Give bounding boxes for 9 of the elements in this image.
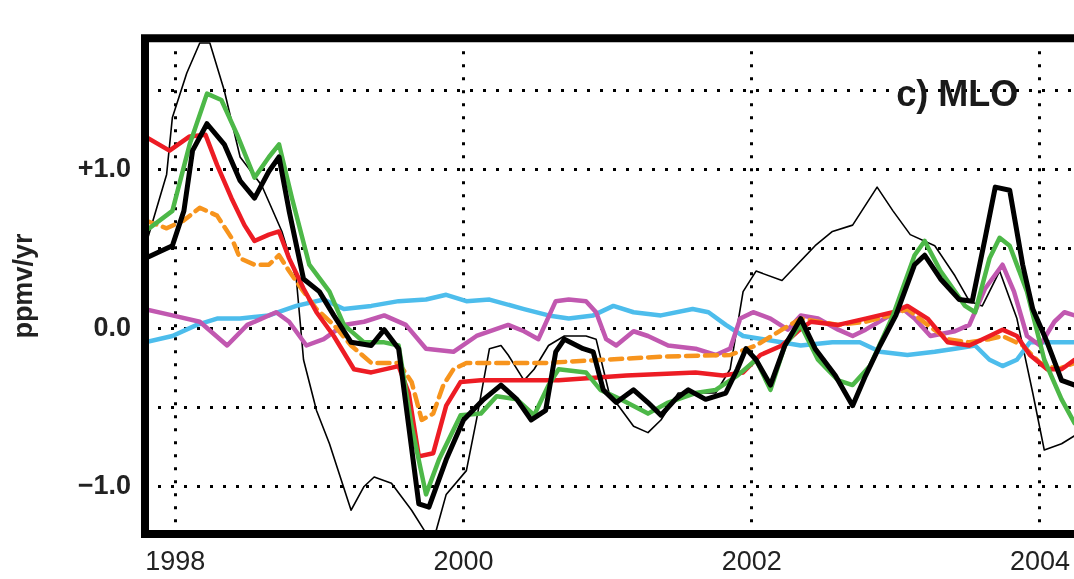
text: c) MLO: [896, 73, 1019, 115]
x-tick-label: 2002: [721, 545, 782, 576]
y-axis-title: ppmv/yr: [7, 233, 38, 339]
x-tick-label: 1998: [145, 545, 206, 576]
y-tick-label: 0.0: [93, 311, 131, 342]
y-tick-label: +1.0: [77, 153, 131, 184]
y-tick-label: −1.0: [77, 469, 131, 500]
x-tick-label: 2004: [1009, 545, 1071, 576]
x-tick-label: 2000: [433, 545, 494, 576]
